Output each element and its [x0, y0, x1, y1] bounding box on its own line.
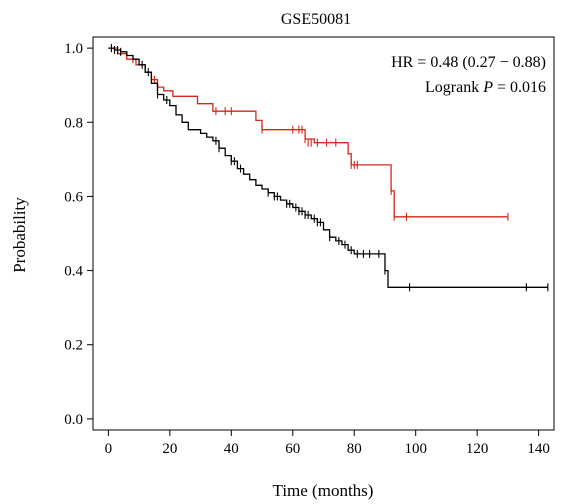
x-tick-label: 60: [285, 441, 300, 457]
y-axis: 0.0 0.2 0.4 0.6 0.8 1.0: [64, 41, 93, 428]
y-tick-label: 0.4: [64, 264, 83, 280]
y-tick-label: 0.8: [64, 115, 83, 131]
x-tick-label: 100: [404, 441, 427, 457]
logrank-value: = 0.016: [493, 79, 546, 96]
x-tick-label: 120: [466, 441, 489, 457]
y-tick-label: 0.0: [64, 412, 83, 428]
y-tick-label: 0.2: [64, 338, 83, 354]
x-axis: 0 20 40 60 80 100 120 140: [105, 430, 550, 457]
x-tick-label: 0: [105, 441, 113, 457]
y-axis-label: Probability: [10, 197, 29, 273]
x-axis-label: Time (months): [273, 481, 374, 500]
x-tick-label: 40: [224, 441, 239, 457]
y-tick-label: 1.0: [64, 41, 83, 57]
y-tick-label: 0.6: [64, 189, 83, 205]
hazard-ratio-annotation: HR = 0.48 (0.27 − 0.88): [391, 54, 546, 71]
survival-curve-2: [108, 44, 549, 292]
chart-title: GSE50081: [281, 11, 351, 28]
logrank-prefix: Logrank: [425, 79, 483, 96]
survival-curve-line: [108, 47, 548, 288]
logrank-p-symbol: P: [482, 79, 493, 96]
x-tick-label: 20: [162, 441, 177, 457]
x-tick-label: 80: [347, 441, 362, 457]
survival-curve-line: [108, 47, 508, 218]
plot-frame: [92, 36, 555, 431]
logrank-annotation: Logrank P = 0.016: [425, 79, 546, 96]
series-layer: [108, 44, 549, 292]
x-tick-label: 140: [527, 441, 550, 457]
